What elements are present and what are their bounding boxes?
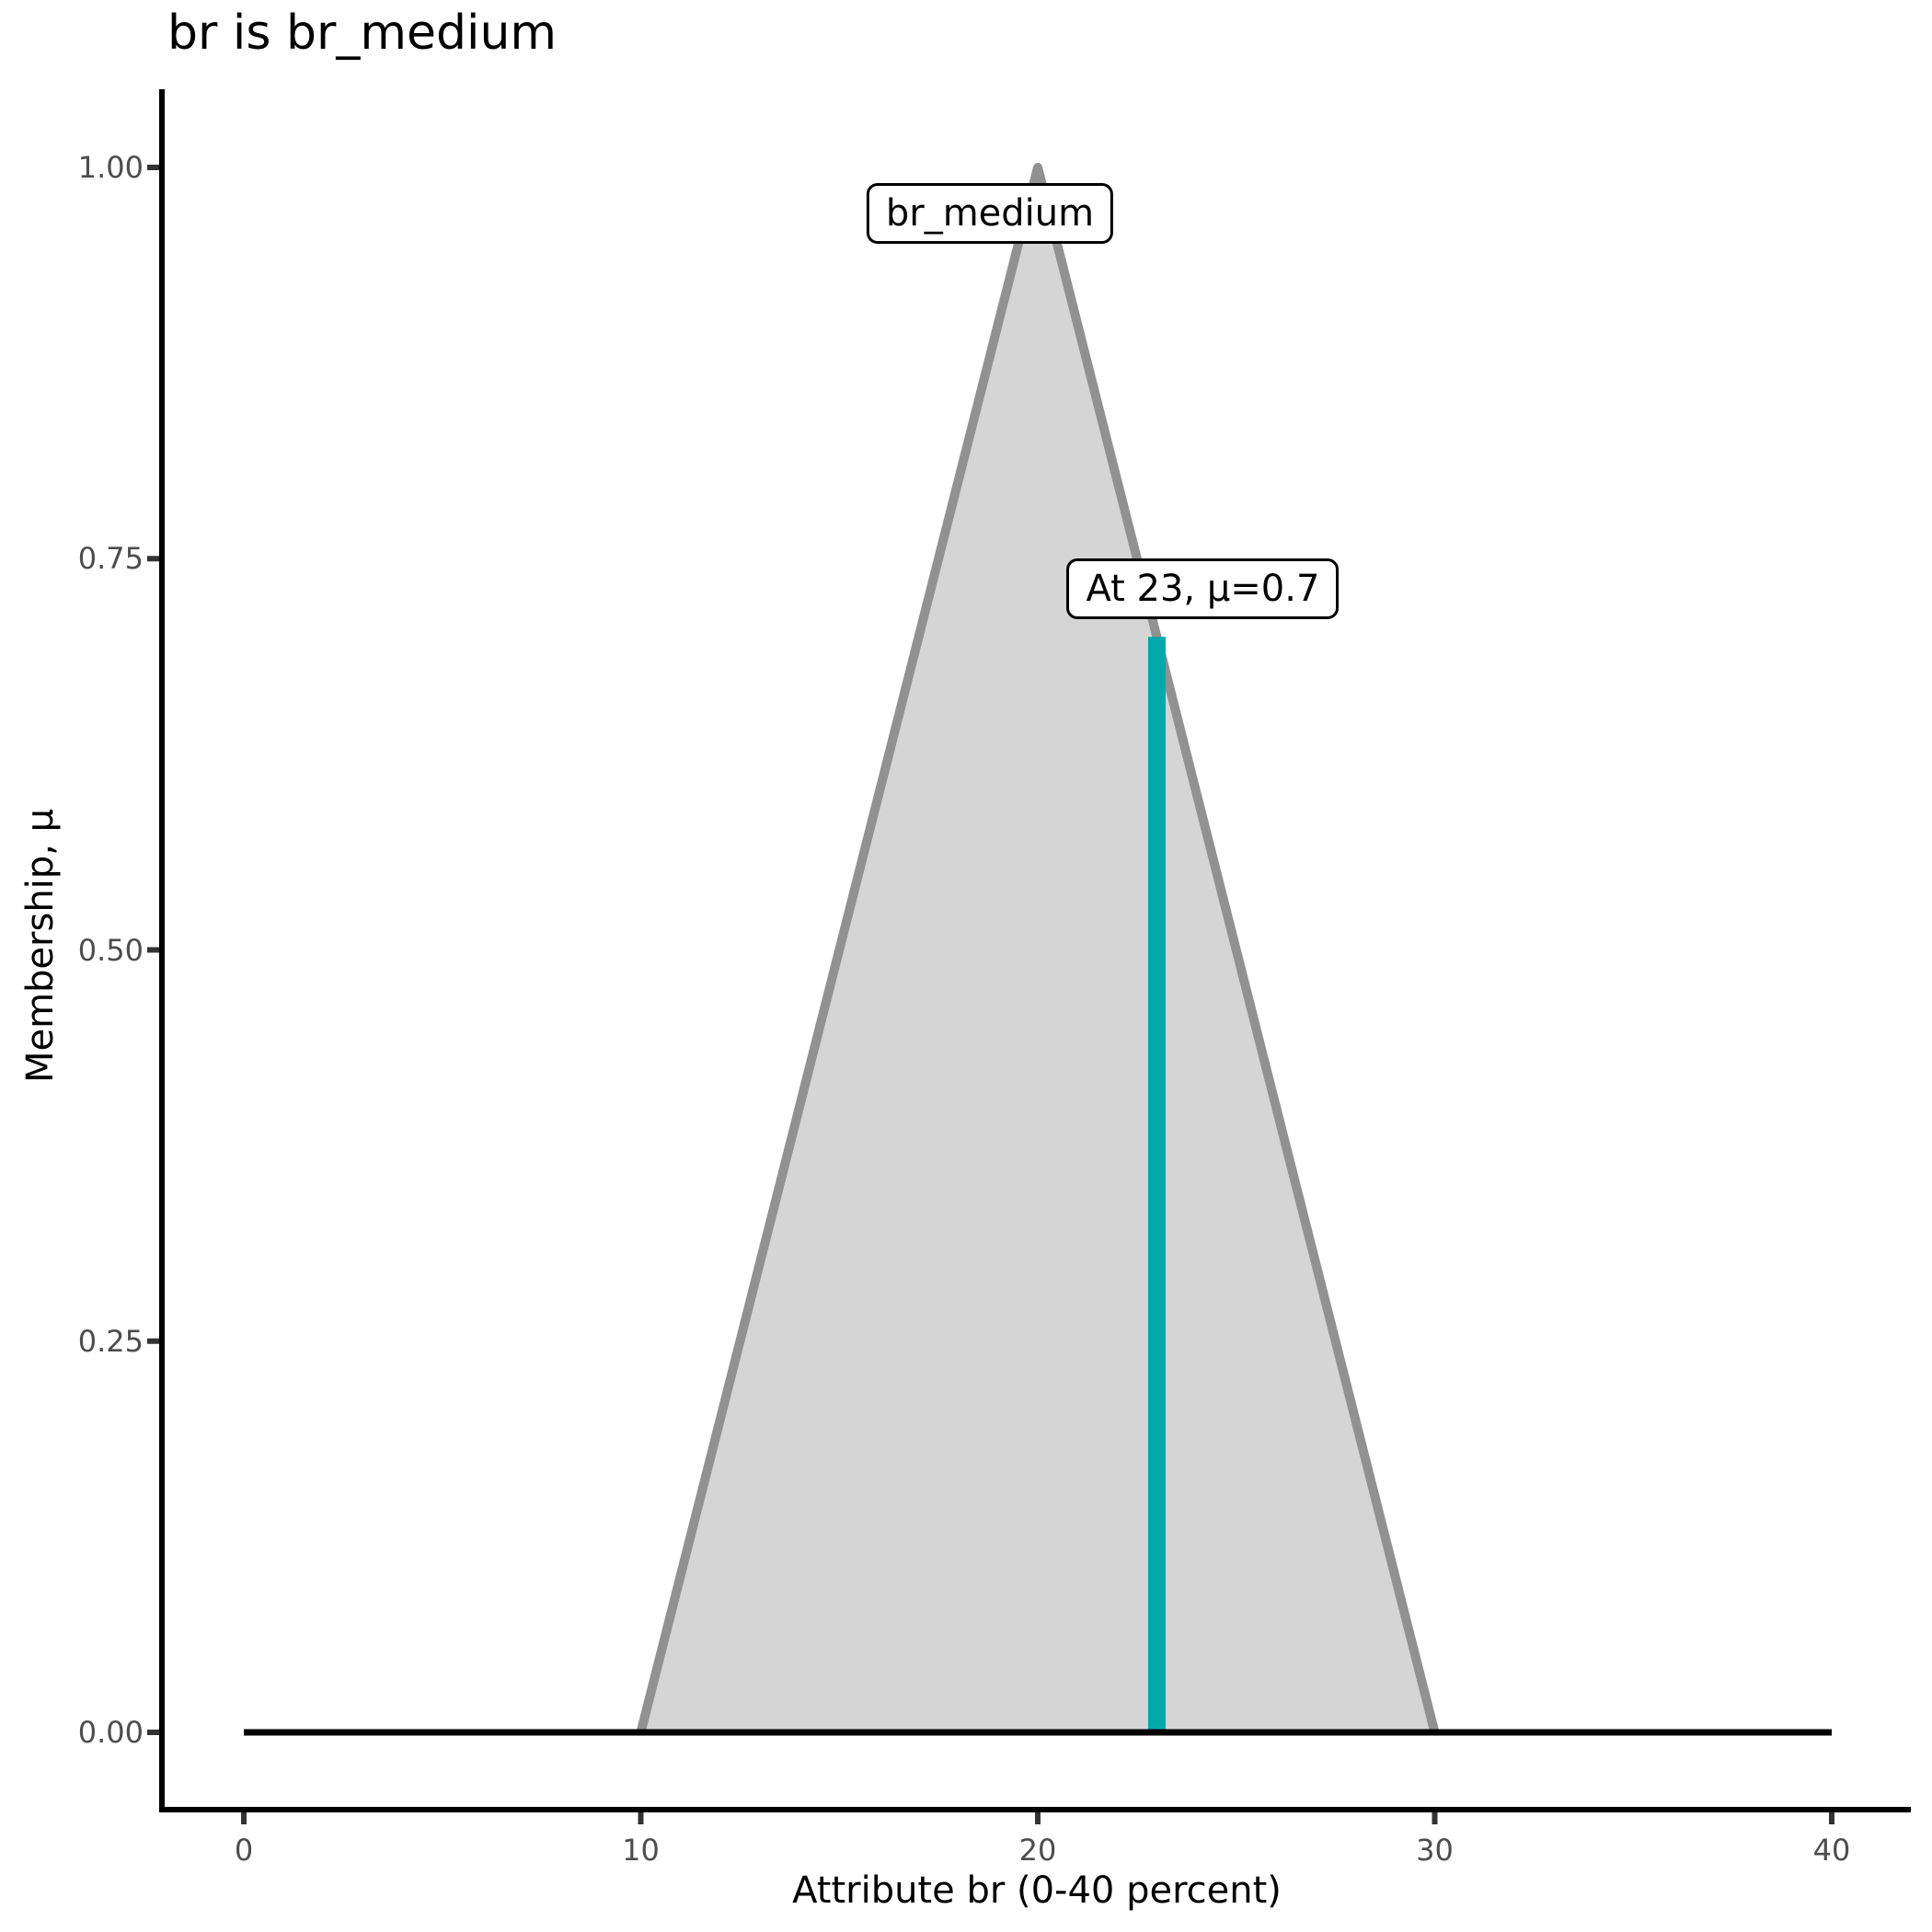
- y-tick-label: 0.75: [77, 541, 144, 577]
- x-tick-label: 0: [234, 1833, 254, 1868]
- peak-annotation: br_medium: [866, 183, 1114, 244]
- y-tick-label: 0.50: [77, 932, 144, 968]
- membership-function-outline: [636, 163, 1440, 1734]
- chart-title: br is br_medium: [167, 6, 558, 61]
- membership-function-area: [640, 167, 1435, 1732]
- y-tick-label: 1.00: [77, 150, 144, 185]
- x-tick-label: 20: [1018, 1833, 1057, 1868]
- crisp-annotation: At 23, μ=0.7: [1066, 558, 1340, 620]
- x-tick-label: 40: [1812, 1833, 1851, 1868]
- x-tick-label: 30: [1416, 1833, 1454, 1868]
- y-tick-label: 0.00: [77, 1715, 144, 1750]
- x-tick-label: 10: [622, 1833, 660, 1868]
- y-tick-label: 0.25: [77, 1323, 144, 1359]
- x-axis-title: Attribute br (0-40 percent): [792, 1869, 1282, 1912]
